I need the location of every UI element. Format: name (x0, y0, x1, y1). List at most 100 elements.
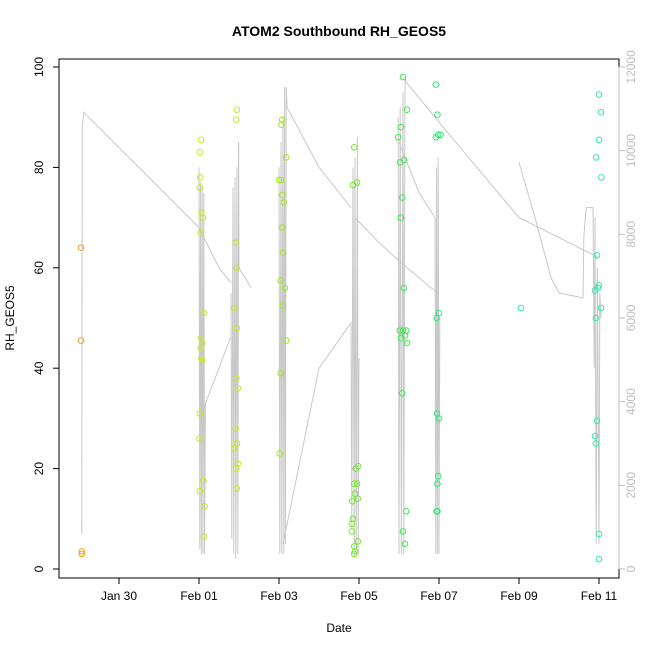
data-point (396, 159, 404, 166)
x-tick-label: Feb 11 (581, 589, 618, 603)
data-point (197, 229, 205, 236)
data-point (593, 252, 601, 259)
data-point (197, 344, 204, 352)
data-point (399, 73, 407, 81)
altitude-line-0 (81, 111, 232, 534)
data-point (349, 181, 357, 189)
y-tick-label: 20 (32, 462, 46, 476)
data-point (402, 508, 410, 515)
altitude-line-7 (397, 76, 600, 554)
data-point (432, 134, 440, 141)
y-tick-label: 80 (32, 160, 46, 174)
altitude-line-1 (198, 167, 231, 554)
data-point (279, 302, 287, 309)
data-point (593, 417, 601, 425)
altitude-line-5 (282, 137, 360, 554)
data-point (278, 224, 286, 231)
x-tick-label: Jan 30 (101, 589, 137, 603)
data-point (282, 337, 290, 344)
data-point (233, 106, 241, 113)
data-point (517, 304, 525, 312)
data-point (196, 435, 203, 442)
data-point (201, 503, 208, 510)
data-point (348, 520, 356, 528)
data-point (595, 91, 603, 98)
data-point (200, 533, 208, 540)
data-point (398, 390, 406, 397)
data-point (434, 480, 441, 488)
y-tick-label: 0 (32, 565, 46, 572)
data-point (592, 154, 600, 161)
data-point (397, 214, 405, 221)
data-point (278, 121, 285, 128)
data-point (401, 540, 409, 548)
data-point (595, 136, 603, 144)
altitude-line-8 (398, 142, 441, 554)
data-point (396, 327, 404, 334)
data-point (432, 81, 440, 88)
data-point (401, 332, 409, 339)
data-point (278, 176, 285, 184)
data-point (595, 555, 603, 563)
data-point (234, 385, 242, 392)
data-point (232, 465, 240, 472)
data-point (232, 116, 240, 123)
chart-title: ATOM2 Southbound RH_GEOS5 (232, 23, 446, 39)
y-tick-label: 100 (32, 57, 46, 77)
data-point (597, 108, 605, 116)
y2-tick-label: 8000 (624, 221, 638, 248)
data-point (282, 154, 290, 161)
data-point (230, 304, 238, 312)
data-point (398, 194, 406, 201)
x-tick-label: Feb 07 (420, 589, 458, 603)
y2-tick-label: 12000 (624, 50, 638, 84)
x-tick-label: Feb 09 (500, 589, 538, 603)
data-point (597, 304, 605, 312)
altitude-line-4 (278, 87, 352, 554)
x-tick-label: Feb 03 (260, 589, 298, 603)
data-point (434, 111, 441, 118)
data-point (403, 106, 411, 113)
data-points (77, 73, 605, 563)
data-point (434, 472, 442, 480)
data-point (277, 277, 284, 284)
data-point (280, 199, 288, 206)
data-point (233, 264, 240, 272)
data-point (200, 309, 208, 317)
data-point (350, 543, 358, 550)
data-point (232, 425, 240, 432)
y2-tick-label: 0 (624, 565, 638, 572)
data-point (595, 530, 603, 538)
data-point (198, 357, 206, 365)
data-point (354, 462, 362, 470)
data-point (435, 309, 443, 317)
data-point (196, 410, 204, 417)
data-point (598, 174, 605, 181)
y-axis-label: RH_GEOS5 (3, 285, 17, 351)
data-point (434, 508, 441, 515)
data-point (348, 528, 356, 535)
data-point (394, 134, 402, 141)
data-point (350, 550, 358, 558)
data-point (591, 287, 599, 294)
x-axis-label: Date (326, 621, 352, 635)
data-point (276, 450, 284, 457)
data-point (350, 144, 358, 151)
x-tick-label: Feb 01 (180, 589, 218, 603)
data-point (591, 432, 599, 440)
data-point (275, 176, 283, 184)
altitude-line-9 (518, 162, 602, 544)
altitude-line-6 (354, 217, 440, 294)
data-point (403, 339, 411, 347)
y-tick-label: 60 (32, 261, 46, 275)
data-point (233, 485, 240, 493)
y2-tick-label: 2000 (624, 472, 638, 499)
data-point (230, 445, 238, 452)
plot-area (58, 58, 620, 579)
data-point (278, 116, 286, 123)
data-point (197, 136, 205, 144)
data-point (196, 184, 204, 191)
data-point (199, 214, 207, 221)
